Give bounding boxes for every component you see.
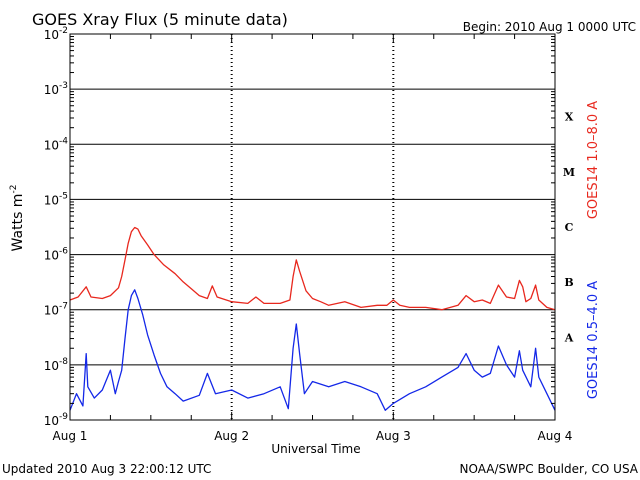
y-axis-label: Watts m-2 — [9, 185, 26, 252]
flare-class-label: C — [565, 221, 574, 234]
legend-series-long: GOES14 1.0–8.0 A — [586, 101, 601, 219]
series-line-0 — [69, 226, 556, 311]
legend-series-short: GOES14 0.5–4.0 A — [586, 281, 601, 399]
grid-layer — [70, 34, 555, 420]
y-tick-label: 10-2 — [44, 26, 68, 42]
y-tick-label: 10-6 — [44, 247, 69, 263]
flare-class-label: B — [564, 276, 573, 289]
y-tick-label: 10-8 — [44, 357, 69, 373]
y-tick-label: 10-5 — [44, 191, 68, 207]
plot-frame — [69, 33, 556, 421]
text-layer: GOES Xray Flux (5 minute data) Begin: 20… — [2, 10, 639, 476]
x-tick-label: Aug 2 — [214, 429, 249, 443]
y-tick-label: 10-4 — [44, 136, 69, 152]
begin-label: Begin: 2010 Aug 1 0000 UTC — [463, 20, 636, 34]
x-tick-label: Aug 4 — [538, 429, 573, 443]
series-line-1 — [69, 289, 556, 411]
footer-updated: Updated 2010 Aug 3 22:00:12 UTC — [2, 462, 211, 476]
y-tick-label: 10-3 — [44, 81, 68, 97]
y-axis-label-sup: -2 — [9, 185, 19, 194]
x-tick-label: Aug 1 — [53, 429, 88, 443]
x-tick-label: Aug 3 — [376, 429, 411, 443]
series-layer — [69, 226, 556, 411]
flare-class-label: A — [564, 331, 574, 344]
frame-layer — [69, 33, 556, 421]
flare-class-label: M — [563, 166, 575, 179]
y-tick-label: 10-9 — [44, 412, 69, 428]
y-tick-label: 10-7 — [44, 302, 68, 318]
y-axis-label-main: Watts m — [10, 194, 26, 252]
chart-title: GOES Xray Flux (5 minute data) — [32, 10, 288, 29]
x-axis-label: Universal Time — [271, 442, 360, 456]
footer-credit: NOAA/SWPC Boulder, CO USA — [460, 462, 639, 476]
flare-class-label: X — [565, 111, 574, 124]
